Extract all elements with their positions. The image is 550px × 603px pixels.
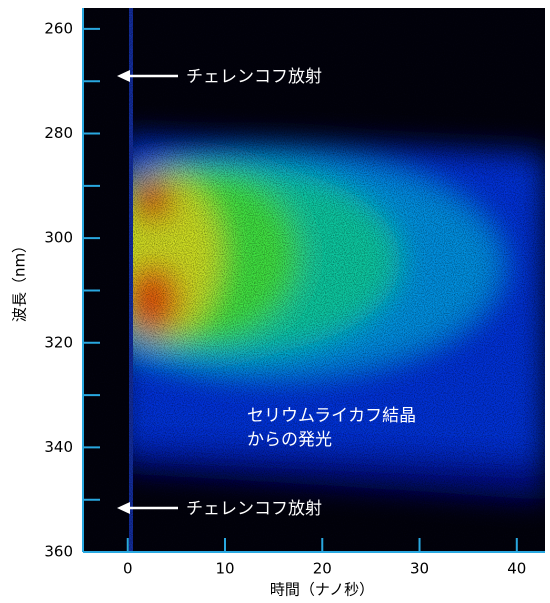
y-tick-label: 300 xyxy=(44,229,73,247)
y-tick-label: 260 xyxy=(44,19,73,37)
annotation: セリウムライカフ結晶 xyxy=(247,406,416,426)
annotation: チェレンコフ放射 xyxy=(186,499,322,519)
x-tick-label: 30 xyxy=(410,560,429,578)
y-tick-label: 320 xyxy=(44,333,73,351)
arrow-head xyxy=(117,502,130,514)
x-tick-label: 10 xyxy=(215,560,234,578)
noise xyxy=(83,8,545,552)
image-layer xyxy=(83,8,545,552)
x-tick-label: 20 xyxy=(313,560,332,578)
y-tick-label: 360 xyxy=(44,543,73,561)
x-tick-label: 0 xyxy=(123,560,133,578)
y-axis-label: 波長（nm） xyxy=(11,238,29,322)
annotation: からの発光 xyxy=(247,430,332,450)
y-tick-label: 340 xyxy=(44,438,73,456)
annotation: チェレンコフ放射 xyxy=(186,67,322,87)
x-axis-label: 時間（ナノ秒） xyxy=(270,581,374,599)
y-tick-label: 280 xyxy=(44,124,73,142)
x-tick-label: 40 xyxy=(507,560,526,578)
arrow-head xyxy=(117,70,130,82)
